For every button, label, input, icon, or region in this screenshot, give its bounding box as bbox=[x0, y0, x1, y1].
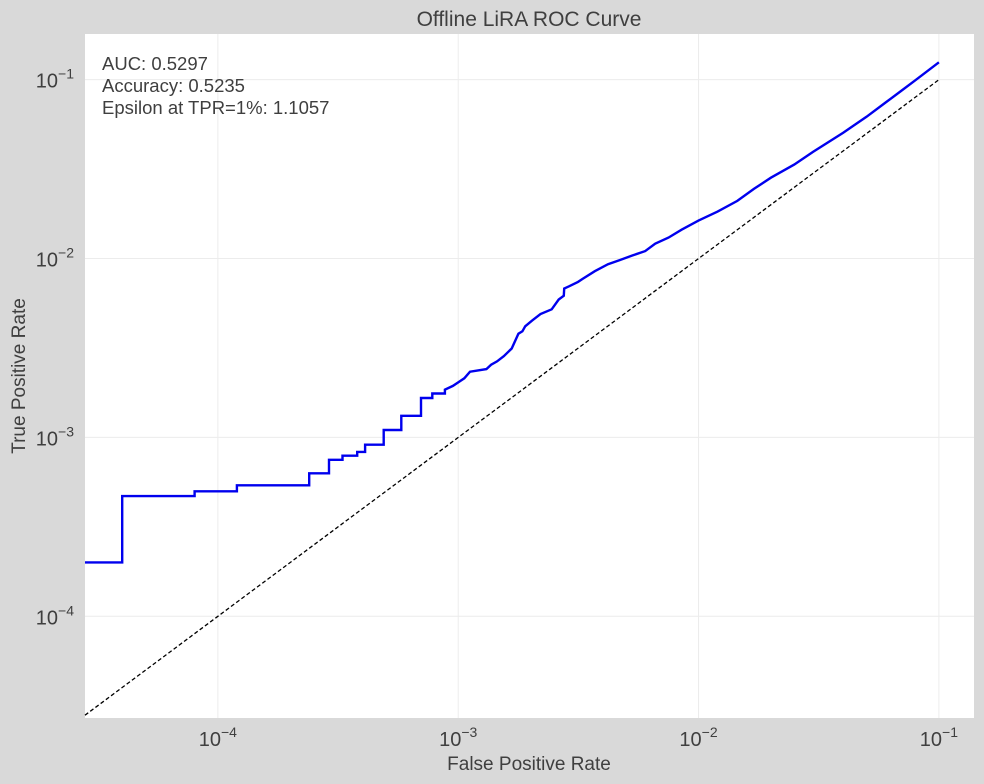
x-tick-label: 10−2 bbox=[679, 724, 717, 751]
plot-area bbox=[85, 34, 974, 718]
y-tick-label: 10−1 bbox=[36, 66, 74, 93]
annotation-box: AUC: 0.5297 Accuracy: 0.5235 Epsilon at … bbox=[102, 53, 329, 118]
roc-curve-line bbox=[85, 61, 940, 564]
x-tick-label: 10−1 bbox=[920, 724, 958, 751]
grid bbox=[85, 34, 974, 718]
chart-title: Offline LiRA ROC Curve bbox=[417, 8, 642, 31]
annotation-accuracy: Accuracy: 0.5235 bbox=[102, 75, 245, 96]
x-tick-label: 10−3 bbox=[439, 724, 477, 751]
annotation-auc: AUC: 0.5297 bbox=[102, 53, 208, 74]
y-tick-label: 10−2 bbox=[36, 245, 74, 272]
y-tick-label: 10−3 bbox=[36, 423, 74, 450]
y-axis-ticks: 10−4 10−3 10−2 10−1 bbox=[36, 66, 74, 630]
x-tick-label: 10−4 bbox=[199, 724, 237, 751]
y-axis-label: True Positive Rate bbox=[9, 298, 30, 454]
x-axis-label: False Positive Rate bbox=[447, 754, 611, 775]
random-guess-diagonal-line bbox=[84, 79, 940, 716]
y-tick-label: 10−4 bbox=[36, 602, 74, 629]
annotation-epsilon: Epsilon at TPR=1%: 1.1057 bbox=[102, 97, 329, 118]
x-axis-ticks: 10−4 10−3 10−2 10−1 bbox=[199, 724, 958, 751]
series-group bbox=[84, 61, 940, 716]
